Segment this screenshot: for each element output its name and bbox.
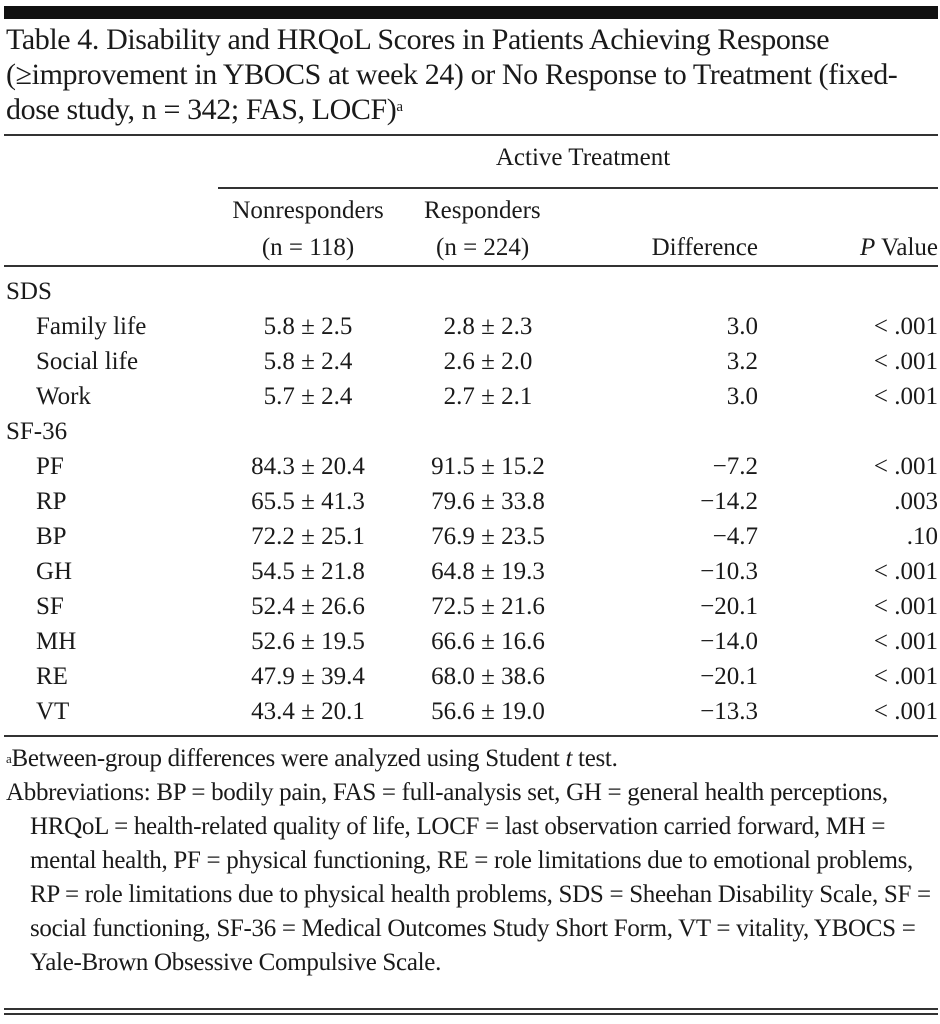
footnote-a-text: Between-group differences were analyzed …: [11, 745, 566, 772]
difference-value: 3.0: [726, 382, 758, 410]
footnote-a-end: test.: [572, 745, 618, 772]
responders-value: 66.6 ± 16.6: [431, 627, 545, 655]
footnotes: aBetween-group differences were analyzed…: [6, 742, 936, 980]
difference-value: −10.3: [700, 557, 758, 585]
nonresponders-value: 43.4 ± 20.1: [251, 697, 365, 725]
responders-value: 56.6 ± 19.0: [431, 697, 545, 725]
row-label: RP: [36, 487, 67, 515]
p-value: < .001: [873, 627, 938, 655]
row-label: Social life: [36, 347, 139, 375]
nonresponders-value: 47.9 ± 39.4: [251, 662, 365, 690]
row-label: SF: [36, 592, 64, 620]
nonresponders-value: 65.5 ± 41.3: [251, 487, 365, 515]
p-value: < .001: [873, 697, 938, 725]
nonresponders-value: 5.7 ± 2.4: [263, 382, 353, 410]
col-responders: Responders: [424, 197, 541, 224]
row-label: PF: [36, 452, 64, 480]
responders-value: 72.5 ± 21.6: [431, 592, 545, 620]
p-rest: Value: [875, 234, 938, 261]
table-title: Table 4. Disability and HRQoL Scores in …: [6, 22, 936, 127]
group-row: SF-36: [6, 414, 938, 449]
difference-value: −20.1: [700, 662, 758, 690]
difference-value: 3.0: [726, 312, 758, 340]
data-table: Active Treatment Nonresponders Responders…: [6, 140, 938, 729]
footnote-a-italic: t: [565, 745, 573, 772]
row-label: BP: [36, 522, 67, 550]
responders-value: 2.8 ± 2.3: [443, 312, 533, 340]
row-label: GH: [36, 557, 73, 585]
responders-value: 2.7 ± 2.1: [443, 382, 533, 410]
table-row: BP 72.2 ± 25.1 76.9 ± 23.5 −4.7 .10: [6, 519, 938, 554]
bottom-rule-1: [4, 1008, 938, 1010]
p-value: < .001: [873, 662, 938, 690]
footnote-abbreviations: Abbreviations: BP = bodily pain, FAS = f…: [6, 779, 931, 976]
difference-value: −4.7: [712, 522, 758, 550]
difference-value: 3.2: [726, 347, 758, 375]
difference-value: −14.2: [700, 487, 758, 515]
nonresponders-value: 84.3 ± 20.4: [251, 452, 365, 480]
table-title-text: Table 4. Disability and HRQoL Scores in …: [6, 23, 898, 126]
nonresponders-value: 52.6 ± 19.5: [251, 627, 365, 655]
row-label: Family life: [36, 312, 147, 340]
table-row: RE 47.9 ± 39.4 68.0 ± 38.6 −20.1 < .001: [6, 659, 938, 694]
responders-value: 91.5 ± 15.2: [431, 452, 545, 480]
header-rule: [4, 265, 938, 267]
difference-value: −7.2: [712, 452, 758, 480]
nonresponders-value: 72.2 ± 25.1: [251, 522, 365, 550]
table-row: MH 52.6 ± 19.5 66.6 ± 16.6 −14.0 < .001: [6, 624, 938, 659]
group-row: SDS: [6, 270, 938, 309]
nonresponders-value: 5.8 ± 2.4: [263, 347, 353, 375]
group-label: SDS: [6, 277, 52, 305]
p-value: < .001: [873, 452, 938, 480]
table-row: GH 54.5 ± 21.8 64.8 ± 19.3 −10.3 < .001: [6, 554, 938, 589]
nonresponders-value: 54.5 ± 21.8: [251, 557, 365, 585]
responders-value: 2.6 ± 2.0: [443, 347, 533, 375]
table-row: Family life 5.8 ± 2.5 2.8 ± 2.3 3.0 < .001: [6, 309, 938, 344]
table-row: VT 43.4 ± 20.1 56.6 ± 19.0 −13.3 < .001: [6, 694, 938, 729]
group-label: SF-36: [6, 417, 68, 445]
difference-value: −20.1: [700, 592, 758, 620]
table-row: SF 52.4 ± 26.6 72.5 ± 21.6 −20.1 < .001: [6, 589, 938, 624]
table-row: Social life 5.8 ± 2.4 2.6 ± 2.0 3.2 < .001: [6, 344, 938, 379]
difference-value: −14.0: [700, 627, 758, 655]
title-footnote-marker: a: [396, 99, 403, 115]
nonresponders-value: 5.8 ± 2.5: [263, 312, 353, 340]
responders-value: 64.8 ± 19.3: [431, 557, 545, 585]
p-value: < .001: [873, 347, 938, 375]
row-label: RE: [36, 662, 68, 690]
table-row: RP 65.5 ± 41.3 79.6 ± 33.8 −14.2 .003: [6, 484, 938, 519]
spanner-active-treatment: Active Treatment: [495, 144, 671, 171]
col-nonresponders: Nonresponders: [232, 197, 384, 224]
responders-value: 68.0 ± 38.6: [431, 662, 545, 690]
spanner-rule: [218, 187, 938, 189]
p-value: < .001: [873, 312, 938, 340]
responders-value: 79.6 ± 33.8: [431, 487, 545, 515]
p-value: < .001: [873, 382, 938, 410]
table-row: PF 84.3 ± 20.4 91.5 ± 15.2 −7.2 < .001: [6, 449, 938, 484]
footnote-a-marker: a: [6, 751, 12, 766]
col-nonresponders-n: (n = 118): [261, 234, 355, 261]
row-label: VT: [36, 697, 70, 725]
p-value: .003: [894, 487, 938, 515]
bottom-rule-2: [4, 1013, 938, 1015]
difference-value: −13.3: [700, 697, 758, 725]
p-value: < .001: [873, 592, 938, 620]
responders-value: 76.9 ± 23.5: [431, 522, 545, 550]
col-responders-n: (n = 224): [436, 234, 530, 261]
p-value: < .001: [873, 557, 938, 585]
nonresponders-value: 52.4 ± 26.6: [251, 592, 365, 620]
row-label: MH: [36, 627, 77, 655]
p-italic: P: [859, 234, 876, 261]
col-p-value: P Value: [758, 226, 938, 270]
title-rule: [4, 134, 938, 136]
row-label: Work: [36, 382, 91, 410]
p-value: .10: [906, 522, 938, 550]
col-difference: Difference: [651, 234, 758, 261]
top-rule: [4, 6, 938, 19]
footnote-a: aBetween-group differences were analyzed…: [6, 742, 936, 776]
table-row: Work 5.7 ± 2.4 2.7 ± 2.1 3.0 < .001: [6, 379, 938, 414]
table-bottom-rule: [4, 735, 938, 737]
